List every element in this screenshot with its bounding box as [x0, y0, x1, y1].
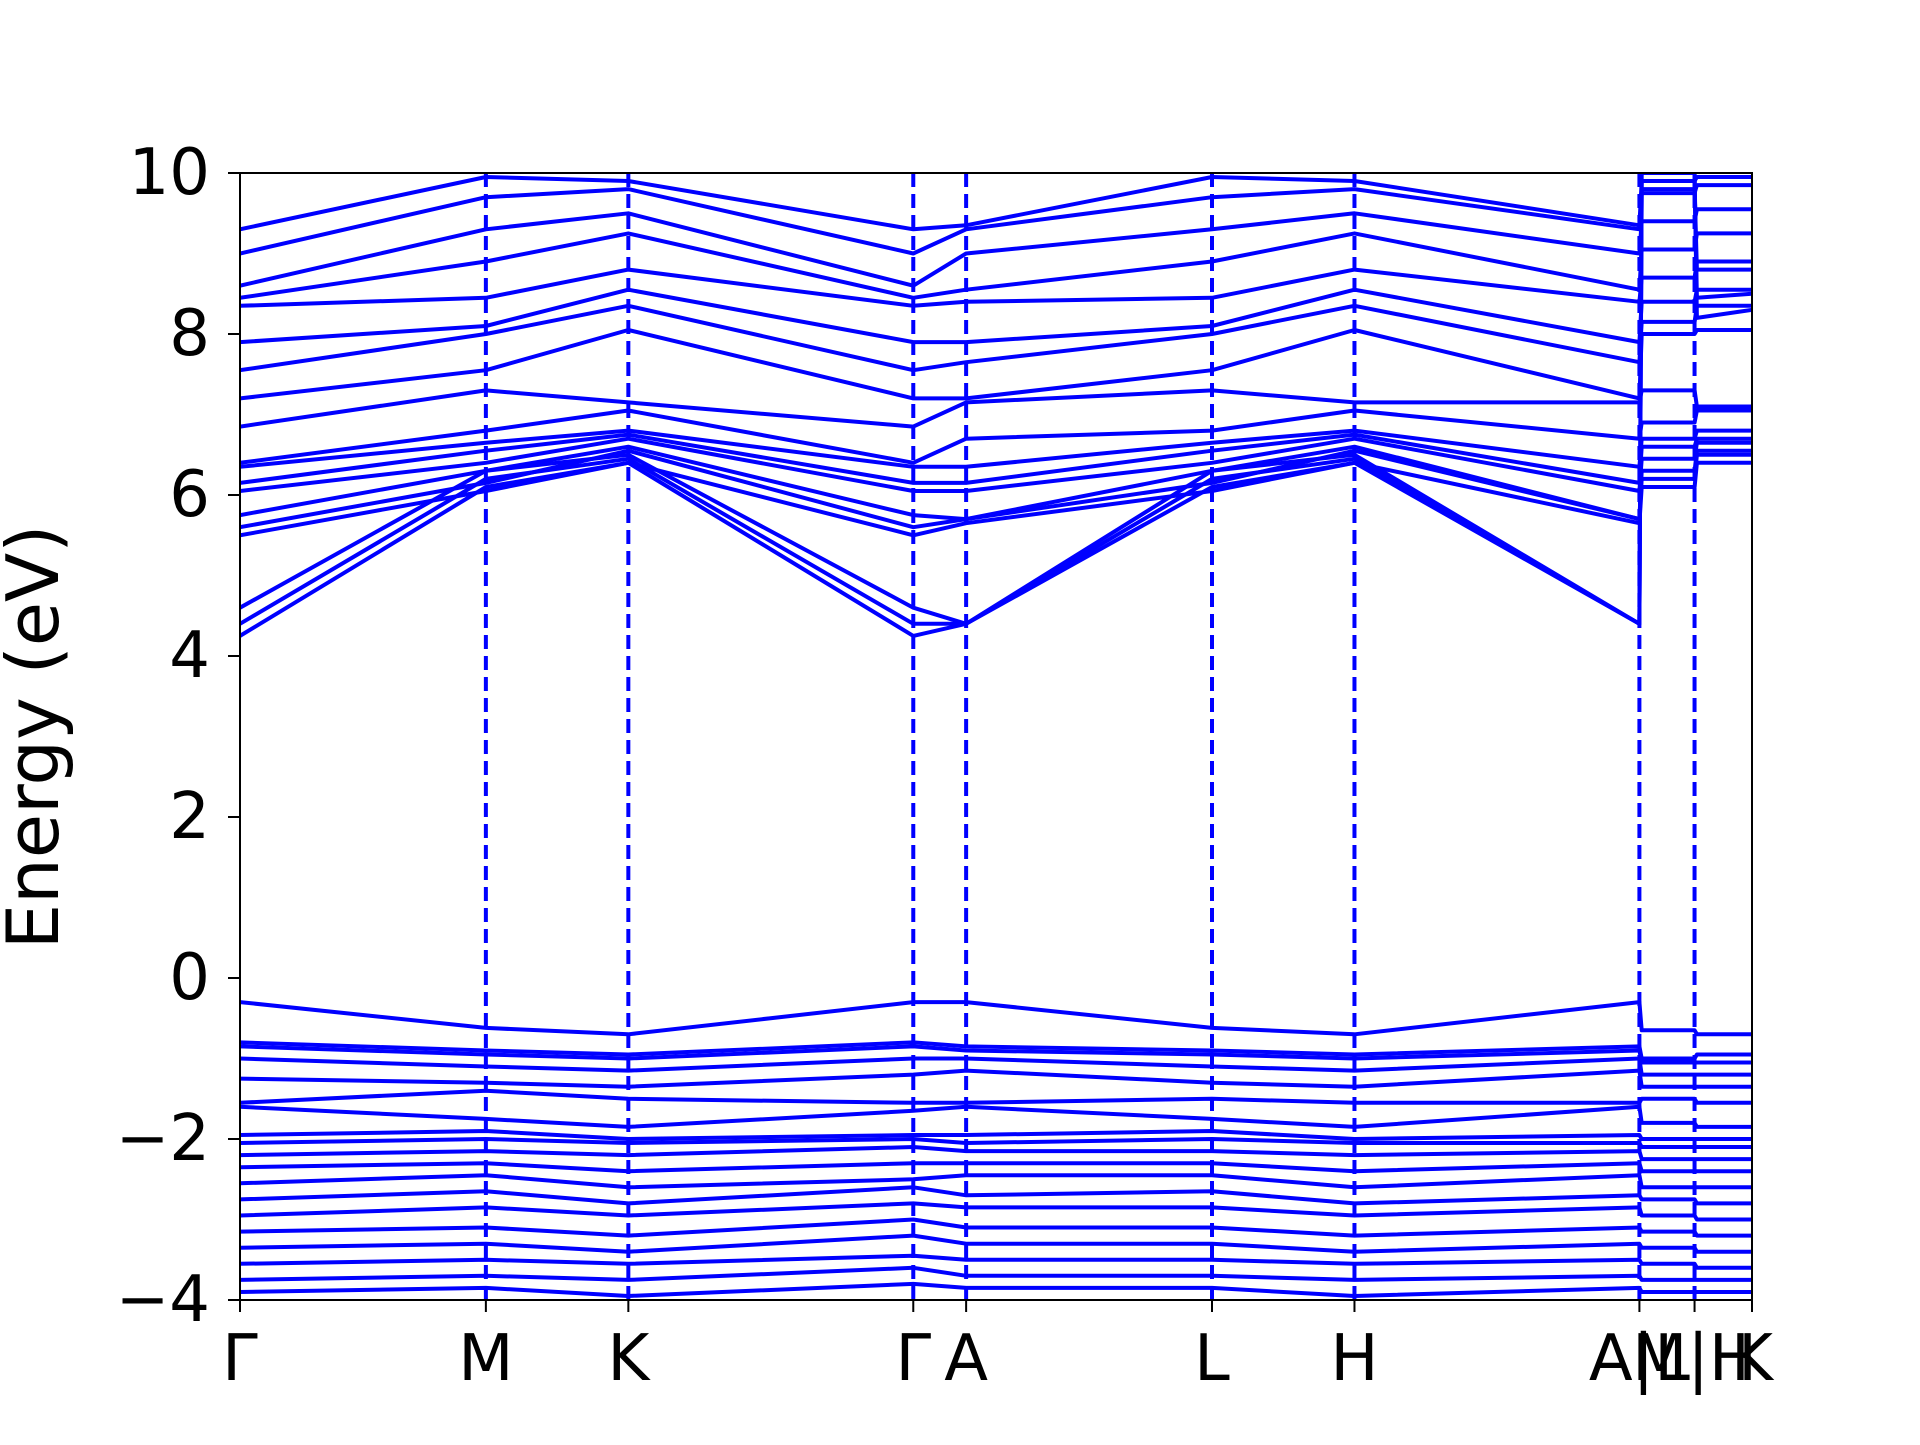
- bands-group: [240, 173, 1752, 1298]
- y-tick-label-7: 10: [129, 136, 210, 210]
- band-line-36: [240, 1265, 1752, 1282]
- band-line-34: [240, 1233, 1752, 1254]
- band-line-22: [240, 1056, 1752, 1077]
- y-axis-label: Energy (eV): [0, 525, 75, 950]
- y-tick-label-5: 6: [169, 458, 210, 532]
- x-tick-label-6: H: [1330, 1322, 1378, 1396]
- band-line-30: [240, 1173, 1752, 1190]
- band-line-17: [240, 183, 1752, 256]
- plot-frame: [239, 172, 1753, 1301]
- y-tick-label-6: 8: [169, 297, 210, 371]
- band-line-32: [240, 1201, 1752, 1222]
- band-line-14: [240, 259, 1752, 308]
- band-line-29: [240, 1161, 1752, 1174]
- band-line-9: [240, 408, 1752, 465]
- band-line-37: [240, 1281, 1752, 1298]
- y-tick-label-0: −4: [116, 1263, 210, 1337]
- band-line-3: [240, 460, 1752, 538]
- x-tick-label-3: Γ: [895, 1322, 931, 1396]
- x-tick-label-2: K: [607, 1322, 651, 1396]
- band-line-31: [240, 1185, 1752, 1206]
- band-line-28: [240, 1145, 1752, 1162]
- band-line-24: [240, 1088, 1752, 1105]
- x-tick-label-9: K: [1731, 1322, 1775, 1396]
- band-line-7: [240, 432, 1752, 485]
- x-tick-label-5: L: [1194, 1322, 1230, 1396]
- y-tick-label-1: −2: [116, 1102, 210, 1176]
- x-tick-label-1: M: [458, 1322, 513, 1396]
- band-line-27: [240, 1137, 1752, 1149]
- y-axis: −4 −2 0 2 4 6 8 10: [116, 136, 240, 1337]
- y-tick-label-4: 4: [169, 619, 210, 693]
- band-line-12: [240, 303, 1752, 373]
- band-line-23: [240, 1068, 1752, 1089]
- band-line-35: [240, 1253, 1752, 1270]
- x-tick-label-7: A|L: [1589, 1322, 1690, 1396]
- band-line-0: [240, 173, 1752, 638]
- y-tick-label-2: 0: [169, 941, 210, 1015]
- x-axis: Γ M K Γ A L H A|LM|HK: [222, 1300, 1775, 1396]
- x-tick-label-4: A: [944, 1322, 988, 1396]
- y-tick-label-3: 2: [169, 780, 210, 854]
- band-line-33: [240, 1217, 1752, 1238]
- band-line-25: [240, 1104, 1752, 1129]
- band-line-19: [240, 1000, 1752, 1037]
- high-symmetry-lines: [483, 173, 1697, 1300]
- x-tick-label-8: M|H: [1632, 1322, 1757, 1396]
- x-tick-label-0: Γ: [222, 1322, 258, 1396]
